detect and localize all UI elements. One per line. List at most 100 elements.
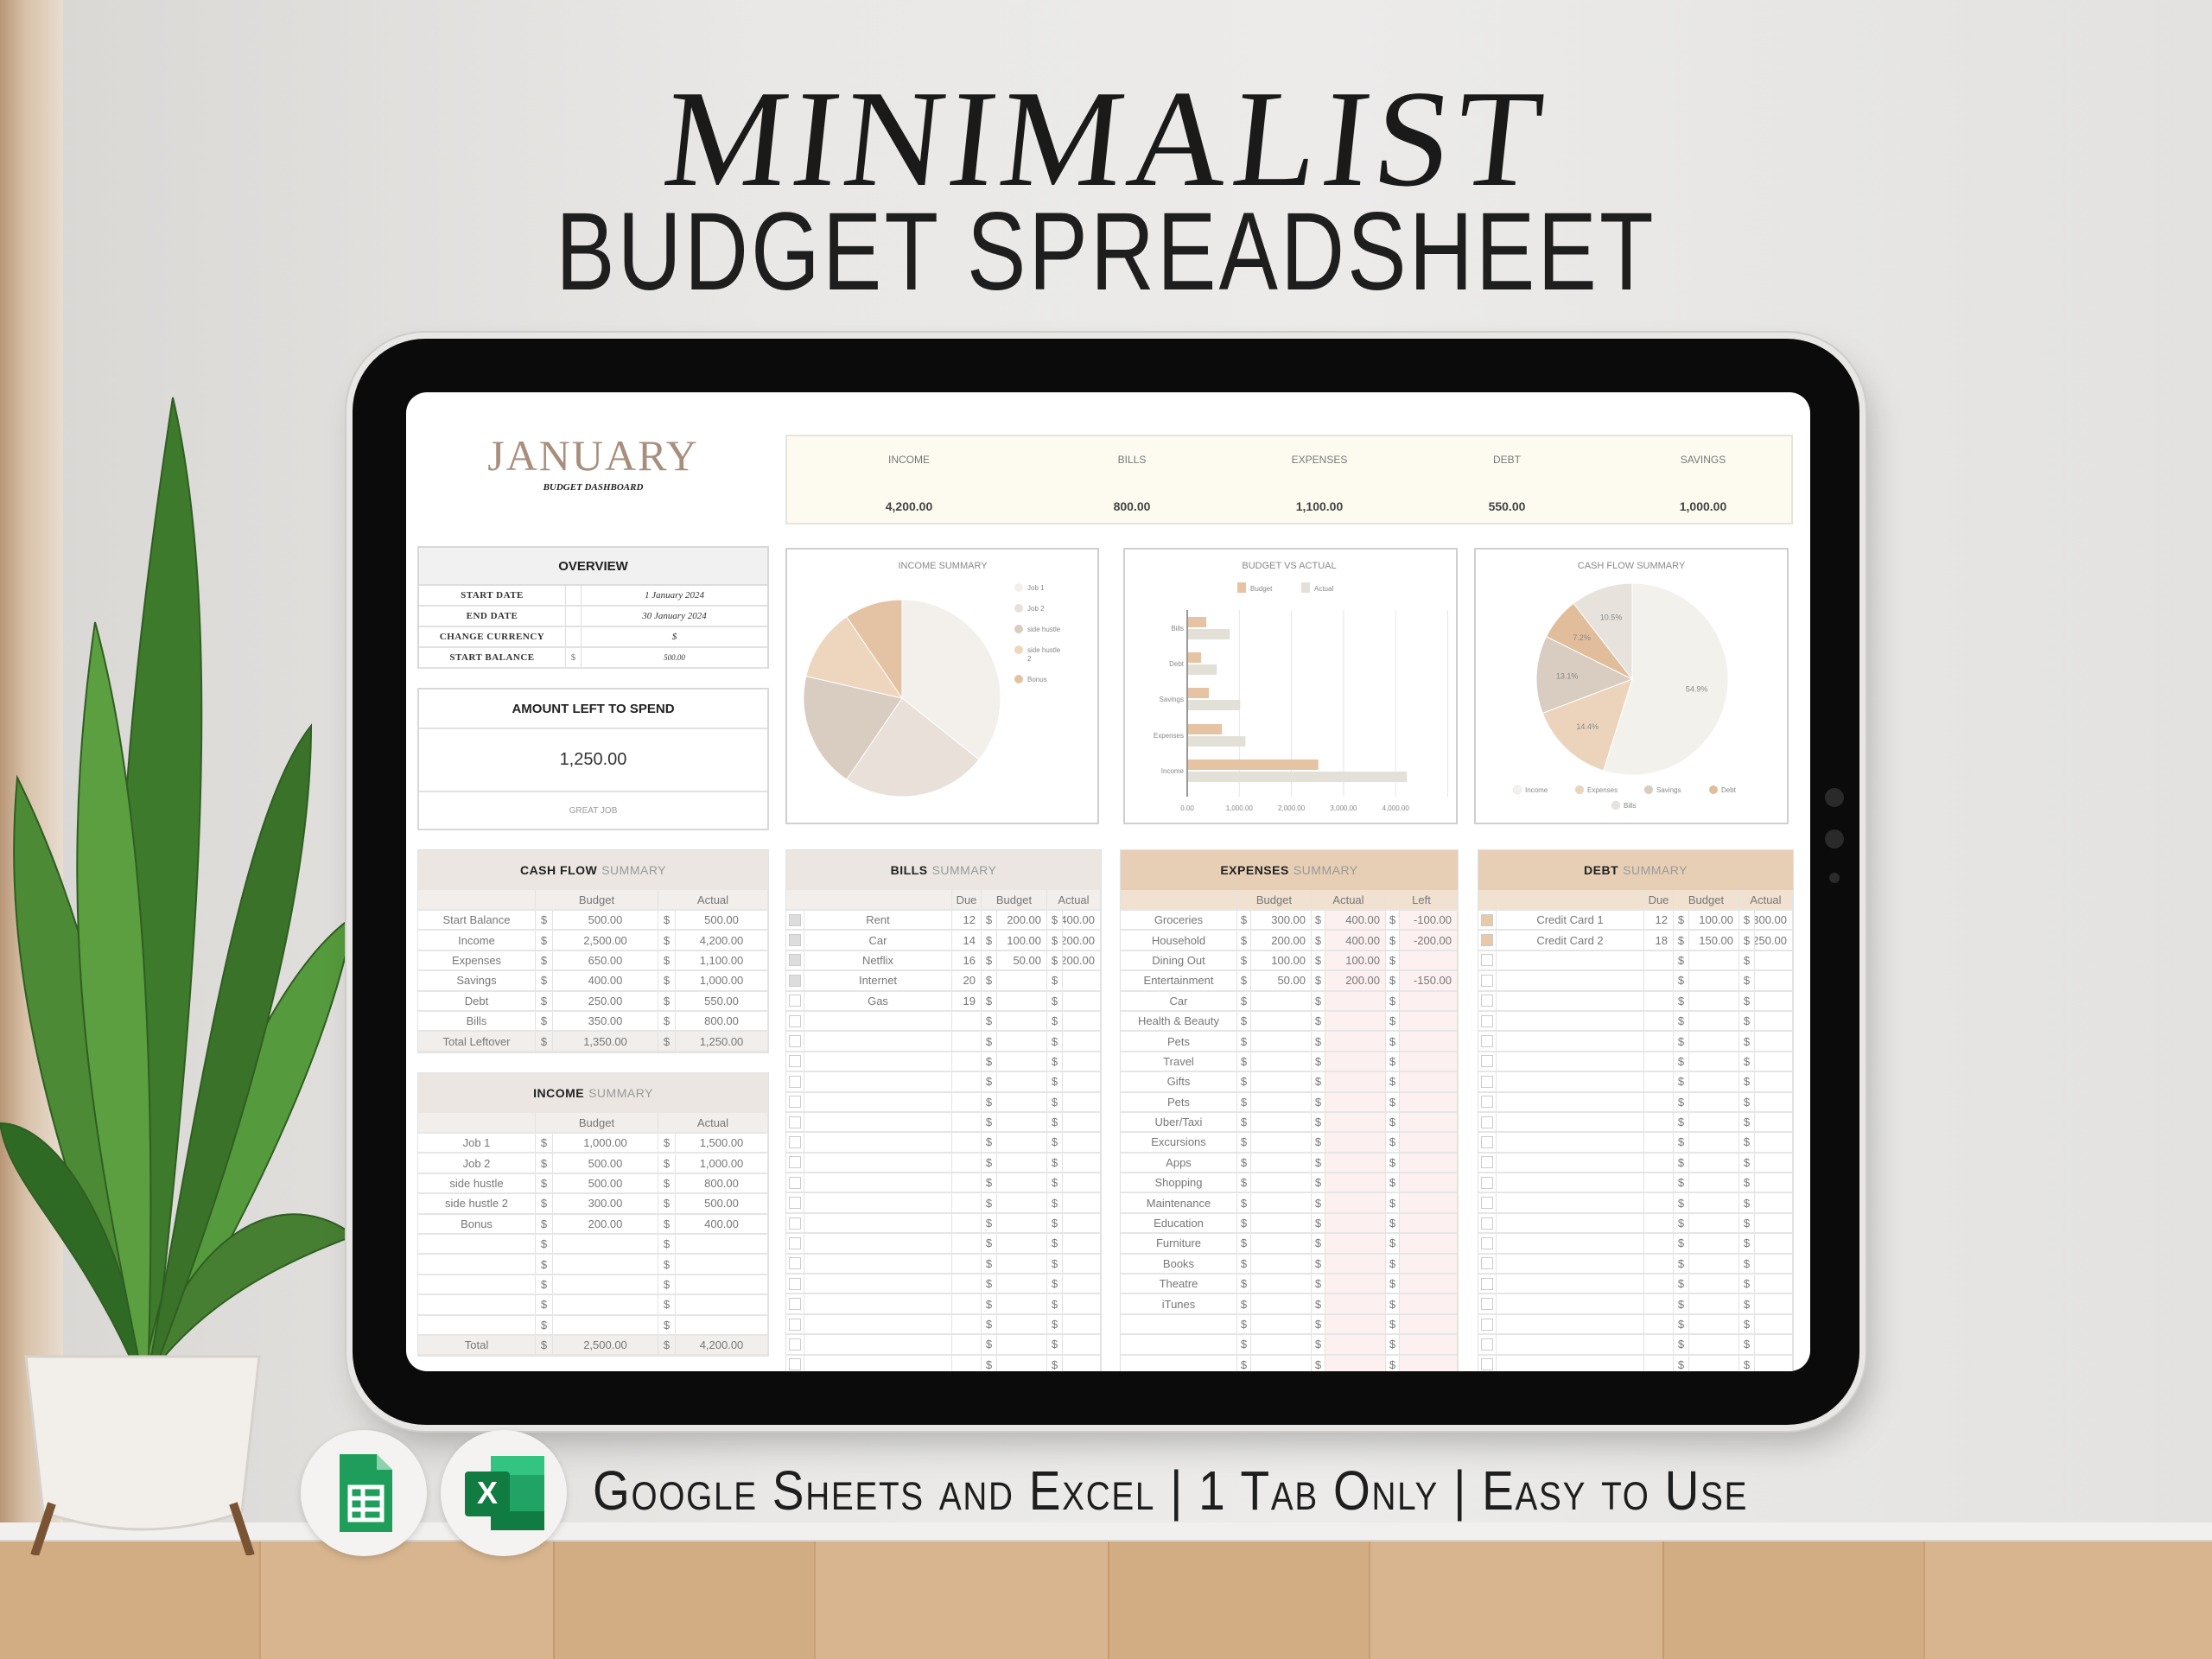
- item-name[interactable]: [1497, 1335, 1644, 1354]
- actual-cell[interactable]: [1325, 1052, 1386, 1071]
- budget-cell[interactable]: [1689, 1355, 1739, 1371]
- actual-cell[interactable]: [1325, 1355, 1386, 1371]
- item-name[interactable]: [804, 1274, 952, 1294]
- actual-cell[interactable]: 500.00: [676, 911, 768, 930]
- due-day[interactable]: 12: [952, 911, 982, 930]
- actual-cell[interactable]: [1063, 1234, 1101, 1253]
- checkbox[interactable]: [789, 1014, 801, 1027]
- budget-cell[interactable]: [1251, 1173, 1312, 1192]
- budget-cell[interactable]: 500.00: [553, 1154, 658, 1173]
- due-day[interactable]: [1644, 950, 1674, 970]
- checkbox[interactable]: [789, 1277, 801, 1290]
- checkbox[interactable]: [789, 1055, 801, 1068]
- checkbox[interactable]: [1481, 1055, 1493, 1068]
- due-day[interactable]: [952, 1173, 982, 1192]
- item-name[interactable]: [804, 1153, 952, 1173]
- kpi-expenses-value[interactable]: 1,100.00: [1295, 499, 1344, 513]
- budget-cell[interactable]: [997, 1254, 1047, 1274]
- checkbox[interactable]: [1481, 1135, 1493, 1148]
- actual-cell[interactable]: [1063, 1254, 1101, 1274]
- budget-cell[interactable]: [997, 1355, 1047, 1371]
- item-name[interactable]: [1497, 1213, 1644, 1233]
- due-day[interactable]: [1644, 1314, 1674, 1334]
- due-day[interactable]: [1644, 1153, 1674, 1173]
- actual-cell[interactable]: [1325, 1112, 1386, 1132]
- due-day[interactable]: [952, 1234, 982, 1253]
- budget-cell[interactable]: 100.00: [997, 931, 1047, 950]
- checkbox[interactable]: [789, 1116, 801, 1128]
- item-name[interactable]: Credit Card 1: [1497, 911, 1644, 930]
- due-day[interactable]: [952, 1112, 982, 1132]
- actual-cell[interactable]: 1,500.00: [676, 1134, 768, 1153]
- actual-cell[interactable]: 200.00: [1325, 971, 1386, 990]
- due-day[interactable]: [1644, 1193, 1674, 1212]
- actual-cell[interactable]: [676, 1274, 768, 1294]
- kpi-debt-value[interactable]: 550.00: [1488, 499, 1526, 513]
- checkbox[interactable]: [1481, 1116, 1493, 1128]
- budget-cell[interactable]: 50.00: [1251, 971, 1312, 990]
- budget-cell[interactable]: 500.00: [553, 1173, 658, 1193]
- end-date-value[interactable]: 30 January 2024: [642, 611, 707, 621]
- budget-cell[interactable]: 250.00: [553, 991, 658, 1010]
- budget-cell[interactable]: 100.00: [1251, 950, 1312, 970]
- kpi-savings-value[interactable]: 1,000.00: [1679, 499, 1727, 513]
- budget-cell[interactable]: [997, 991, 1047, 1010]
- budget-cell[interactable]: [1689, 1294, 1739, 1313]
- due-day[interactable]: [952, 1052, 982, 1071]
- actual-cell[interactable]: [1755, 1274, 1793, 1294]
- budget-cell[interactable]: [1689, 1213, 1739, 1233]
- budget-cell[interactable]: [1689, 1193, 1739, 1212]
- due-day[interactable]: [1644, 1335, 1674, 1354]
- item-name[interactable]: [804, 1254, 952, 1274]
- actual-cell[interactable]: [1063, 1133, 1101, 1152]
- budget-cell[interactable]: [1689, 1173, 1739, 1192]
- budget-cell[interactable]: 650.00: [553, 950, 658, 970]
- checkbox[interactable]: [789, 1075, 801, 1088]
- budget-cell[interactable]: [1251, 1072, 1312, 1091]
- due-day[interactable]: [952, 1032, 982, 1051]
- budget-cell[interactable]: [997, 1213, 1047, 1233]
- due-day[interactable]: [952, 1274, 982, 1294]
- actual-cell[interactable]: 250.00: [1755, 931, 1793, 950]
- item-name[interactable]: [1497, 971, 1644, 990]
- budget-cell[interactable]: [553, 1255, 658, 1274]
- budget-cell[interactable]: 200.00: [553, 1214, 658, 1233]
- budget-cell[interactable]: 200.00: [997, 911, 1047, 930]
- due-day[interactable]: [952, 1314, 982, 1334]
- item-name[interactable]: [1497, 1355, 1644, 1371]
- actual-cell[interactable]: [1063, 1112, 1101, 1132]
- budget-cell[interactable]: [1251, 1254, 1312, 1274]
- due-day[interactable]: [952, 1153, 982, 1173]
- actual-cell[interactable]: [1063, 1173, 1101, 1192]
- checkbox[interactable]: [789, 913, 801, 926]
- item-name[interactable]: Car: [804, 931, 952, 950]
- item-name[interactable]: [1497, 991, 1644, 1010]
- due-day[interactable]: [1644, 1274, 1674, 1294]
- due-day[interactable]: [1644, 1052, 1674, 1071]
- budget-cell[interactable]: [997, 1133, 1047, 1152]
- item-name[interactable]: [804, 1112, 952, 1132]
- budget-cell[interactable]: [997, 1274, 1047, 1294]
- budget-cell[interactable]: [1251, 1052, 1312, 1071]
- actual-cell[interactable]: [1325, 1092, 1386, 1111]
- due-day[interactable]: [952, 1072, 982, 1091]
- due-day[interactable]: 20: [952, 971, 982, 990]
- budget-cell[interactable]: [1689, 1234, 1739, 1253]
- due-day[interactable]: 16: [952, 950, 982, 970]
- item-name[interactable]: [1497, 1314, 1644, 1334]
- budget-cell[interactable]: 350.00: [553, 1011, 658, 1031]
- item-name[interactable]: [804, 1032, 952, 1051]
- checkbox[interactable]: [1481, 1277, 1493, 1290]
- budget-cell[interactable]: [553, 1274, 658, 1294]
- checkbox[interactable]: [789, 954, 801, 967]
- budget-cell[interactable]: [1689, 1052, 1739, 1071]
- item-name[interactable]: [1497, 1092, 1644, 1111]
- budget-cell[interactable]: [997, 1294, 1047, 1313]
- actual-cell[interactable]: 200.00: [1063, 931, 1101, 950]
- actual-cell[interactable]: [1755, 1052, 1793, 1071]
- budget-cell[interactable]: [997, 971, 1047, 990]
- actual-cell[interactable]: 1,100.00: [676, 950, 768, 970]
- budget-cell[interactable]: [997, 1335, 1047, 1354]
- actual-cell[interactable]: [1063, 1193, 1101, 1212]
- actual-cell[interactable]: [1063, 1153, 1101, 1173]
